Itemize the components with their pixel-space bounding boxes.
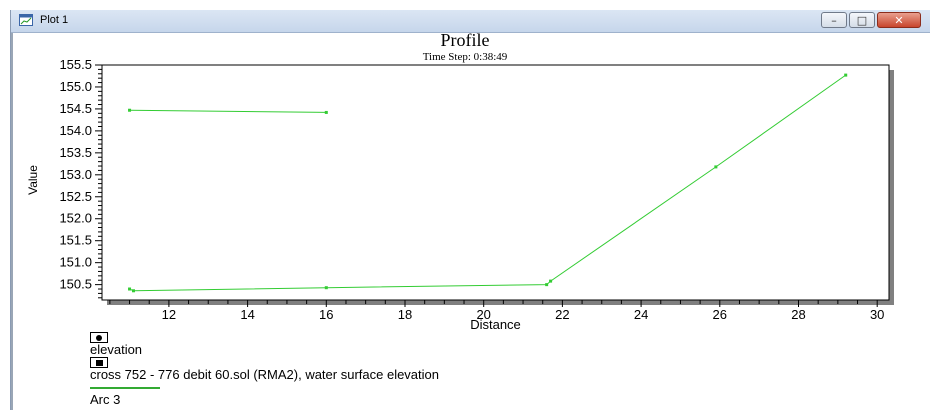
legend-symbol-circle — [90, 332, 108, 343]
y-tick-label: 153.0 — [59, 167, 92, 182]
data-point — [844, 73, 848, 77]
legend-symbol-square — [90, 357, 108, 368]
maximize-icon: □ — [856, 13, 868, 27]
y-axis-label: Value — [26, 165, 40, 195]
y-tick-label: 150.5 — [59, 277, 92, 292]
x-tick-label: 24 — [634, 307, 648, 322]
circle-marker-icon — [96, 335, 102, 341]
x-tick-label: 16 — [319, 307, 333, 322]
plot-window-icon — [19, 14, 33, 26]
x-tick-label: 14 — [240, 307, 254, 322]
plot-shadow-right — [889, 70, 894, 305]
legend-label-arc: Arc 3 — [90, 392, 121, 407]
data-point — [128, 108, 132, 112]
data-point — [128, 287, 132, 291]
x-tick-label: 22 — [555, 307, 569, 322]
x-tick-label: 28 — [791, 307, 805, 322]
data-point — [324, 110, 328, 114]
x-tick-label: 20 — [476, 307, 490, 322]
legend-label-water-surface: cross 752 - 776 debit 60.sol (RMA2), wat… — [90, 367, 440, 382]
y-tick-label: 152.5 — [59, 189, 92, 204]
minimize-icon: – — [831, 13, 837, 27]
window-titlebar[interactable]: Plot 1 – □ ✕ — [11, 10, 930, 33]
x-tick-label: 12 — [162, 307, 176, 322]
maximize-button[interactable]: □ — [849, 12, 875, 28]
x-tick-label: 18 — [398, 307, 412, 322]
data-point — [549, 279, 553, 283]
data-point — [324, 286, 328, 290]
y-tick-label: 153.5 — [59, 145, 92, 160]
series-line-1 — [129, 109, 327, 113]
square-marker-icon — [96, 360, 103, 366]
data-point — [545, 283, 549, 287]
y-tick-label: 155.5 — [59, 57, 92, 72]
legend-label-elevation: elevation — [90, 342, 143, 357]
x-tick-label: 30 — [870, 307, 884, 322]
chart-title: Profile — [440, 30, 490, 50]
content-border — [11, 33, 13, 410]
y-tick-label: 151.5 — [59, 233, 92, 248]
minimize-button[interactable]: – — [821, 12, 847, 28]
plot-area — [101, 64, 890, 301]
legend-line-swatch — [90, 387, 160, 389]
data-point — [131, 289, 135, 293]
plot-shadow-bottom — [107, 300, 894, 305]
window-title: Plot 1 — [40, 14, 69, 26]
y-tick-label: 154.5 — [59, 101, 92, 116]
y-tick-label: 152.0 — [59, 211, 92, 226]
close-button[interactable]: ✕ — [877, 12, 921, 28]
y-tick-label: 154.0 — [59, 123, 92, 138]
chart-subtitle: Time Step: 0:38:49 — [422, 51, 508, 63]
x-axis-label: Distance — [470, 317, 521, 332]
x-tick-label: 26 — [713, 307, 727, 322]
data-point — [714, 165, 718, 169]
y-tick-label: 155.0 — [59, 79, 92, 94]
close-icon: ✕ — [894, 13, 904, 27]
y-tick-label: 151.0 — [59, 255, 92, 270]
